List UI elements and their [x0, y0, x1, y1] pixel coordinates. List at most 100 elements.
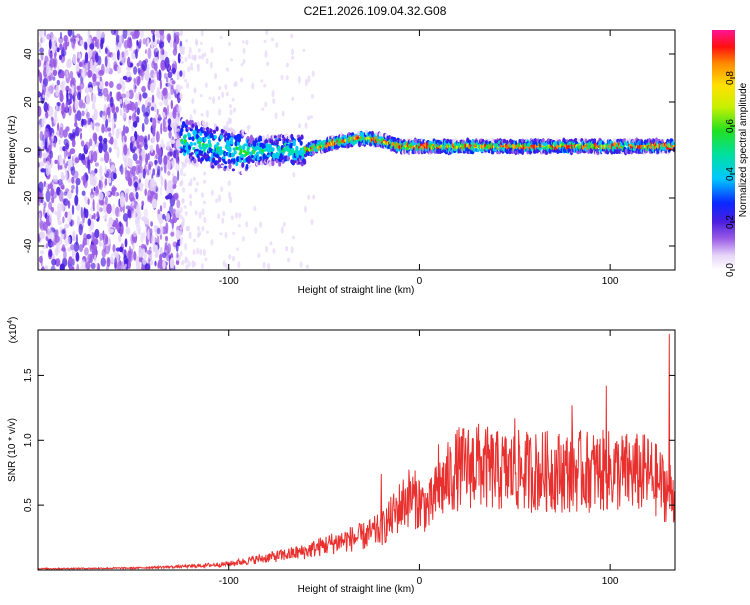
noise-cell — [272, 248, 276, 254]
noise-cell — [115, 34, 120, 43]
noise-cell — [92, 73, 97, 83]
noise-cell — [167, 243, 172, 254]
noise-cell — [162, 259, 166, 270]
noise-cell — [78, 99, 84, 109]
noise-cell — [127, 39, 133, 49]
noise-cell — [195, 181, 199, 186]
noise-cell — [95, 185, 99, 194]
noise-cell — [107, 127, 112, 132]
noise-cell — [70, 189, 74, 194]
noise-cell — [147, 47, 152, 60]
noise-cell — [124, 157, 127, 168]
noise-cell — [162, 118, 166, 129]
colorbar-gradient — [712, 30, 735, 270]
noise-cell — [159, 253, 163, 261]
noise-cell — [260, 79, 264, 83]
noise-cell — [218, 194, 221, 203]
noise-cell — [85, 60, 88, 73]
noise-cell — [133, 81, 137, 93]
noise-cell — [99, 165, 103, 177]
noise-cell — [63, 159, 66, 165]
ridge-cell — [194, 122, 198, 126]
ridge-cell — [281, 134, 285, 139]
ridge-cell — [311, 140, 315, 144]
noise-cell — [106, 222, 110, 228]
noise-cell — [170, 99, 173, 110]
noise-cell — [176, 70, 180, 81]
noise-cell — [165, 235, 168, 242]
noise-cell — [61, 102, 65, 113]
noise-cell — [182, 187, 186, 193]
noise-cell — [106, 168, 112, 179]
noise-cell — [240, 77, 243, 83]
noise-cell — [96, 211, 100, 218]
noise-cell — [71, 138, 76, 148]
noise-cell — [58, 189, 64, 202]
ridge-cell — [245, 163, 249, 170]
noise-cell — [180, 221, 184, 227]
noise-cell — [105, 191, 111, 196]
noise-cell — [72, 30, 75, 38]
noise-cell — [175, 152, 179, 164]
noise-cell — [157, 35, 160, 44]
noise-cell — [59, 31, 63, 39]
noise-cell — [70, 166, 74, 171]
noise-cell — [50, 187, 55, 197]
noise-cell — [65, 126, 70, 132]
noise-cell — [136, 225, 142, 232]
noise-cell — [187, 66, 191, 73]
noise-cell — [59, 263, 65, 270]
noise-cell — [231, 97, 235, 102]
noise-cell — [198, 55, 202, 60]
noise-cell — [89, 43, 95, 50]
noise-cell — [187, 53, 191, 60]
noise-cell — [67, 210, 72, 223]
noise-cell — [87, 218, 92, 227]
noise-cell — [55, 85, 60, 97]
noise-cell — [170, 139, 176, 144]
noise-cell — [81, 67, 87, 79]
noise-cell — [65, 171, 68, 182]
noise-cell — [122, 213, 129, 222]
noise-cell — [130, 31, 136, 36]
noise-cell — [90, 121, 93, 129]
noise-cell — [68, 151, 72, 156]
noise-cell — [41, 265, 45, 270]
noise-cell — [134, 101, 138, 110]
noise-cell — [154, 252, 159, 259]
noise-cell — [96, 202, 100, 211]
noise-cell — [91, 93, 97, 104]
noise-cell — [119, 195, 125, 208]
noise-cell — [184, 211, 188, 216]
noise-cell — [132, 153, 138, 162]
noise-cell — [65, 142, 69, 150]
noise-cell — [68, 132, 73, 140]
noise-cell — [111, 124, 115, 136]
noise-cell — [136, 62, 140, 67]
noise-cell — [233, 107, 236, 113]
noise-cell — [124, 165, 127, 176]
noise-cell — [63, 249, 67, 261]
noise-cell — [52, 69, 58, 77]
noise-cell — [80, 140, 85, 147]
noise-cell — [189, 194, 192, 199]
noise-cell — [141, 122, 145, 133]
noise-cell — [139, 38, 142, 46]
noise-cell — [291, 55, 295, 60]
noise-cell — [141, 200, 145, 207]
noise-cell — [65, 101, 68, 113]
noise-cell — [150, 106, 155, 111]
noise-cell — [48, 39, 52, 50]
y-tick-label: 0.5 — [23, 498, 34, 512]
ridge-cell — [190, 120, 194, 125]
noise-cell — [93, 254, 97, 264]
noise-cell — [102, 141, 108, 153]
noise-cell — [154, 103, 157, 113]
noise-cell — [93, 108, 98, 121]
noise-cell — [111, 104, 116, 113]
ridge-cell — [300, 135, 304, 140]
noise-cell — [215, 198, 219, 203]
noise-cell — [108, 132, 112, 138]
noise-cell — [59, 43, 63, 51]
noise-cell — [107, 117, 112, 123]
